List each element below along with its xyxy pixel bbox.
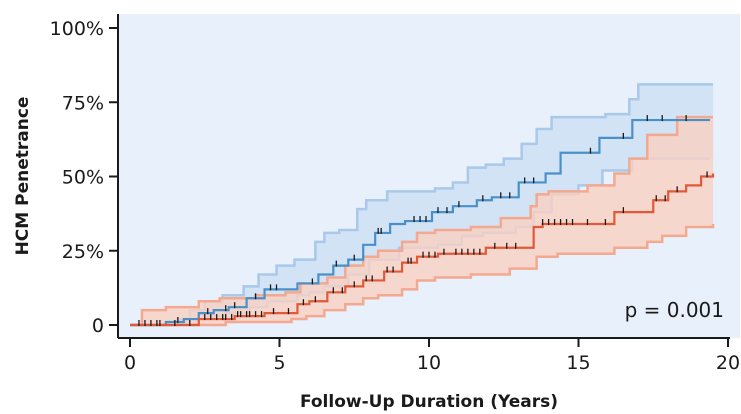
x-axis-title: Follow-Up Duration (Years) bbox=[300, 392, 558, 412]
y-tick-label: 0 bbox=[92, 315, 104, 337]
estimate-line-1 bbox=[130, 118, 711, 327]
p-value-annotation: p = 0.001 bbox=[625, 298, 724, 322]
y-tick-label: 100% bbox=[50, 18, 104, 40]
x-tick-label: 5 bbox=[273, 352, 285, 374]
confidence-band-1 bbox=[130, 84, 714, 326]
survival-curves bbox=[130, 118, 715, 327]
y-tick-label: 50% bbox=[62, 167, 104, 189]
estimate-line-2 bbox=[130, 173, 715, 327]
censor-marks bbox=[138, 115, 708, 326]
axes: 0 25% 50% 75% 100% 0 5 10 15 20 bbox=[50, 14, 740, 374]
y-axis-title: HCM Penetrance bbox=[13, 97, 33, 256]
x-tick-label: 20 bbox=[716, 352, 740, 374]
upper-bound-2 bbox=[130, 115, 714, 327]
x-tick-label: 0 bbox=[124, 352, 136, 374]
confidence-bands bbox=[130, 83, 715, 327]
confidence-band-2 bbox=[130, 117, 714, 325]
y-tick-label: 25% bbox=[62, 241, 104, 263]
x-tick-label: 10 bbox=[417, 352, 441, 374]
x-tick-label: 15 bbox=[566, 352, 590, 374]
y-tick-label: 75% bbox=[62, 92, 104, 114]
lower-bound-2 bbox=[130, 224, 715, 327]
